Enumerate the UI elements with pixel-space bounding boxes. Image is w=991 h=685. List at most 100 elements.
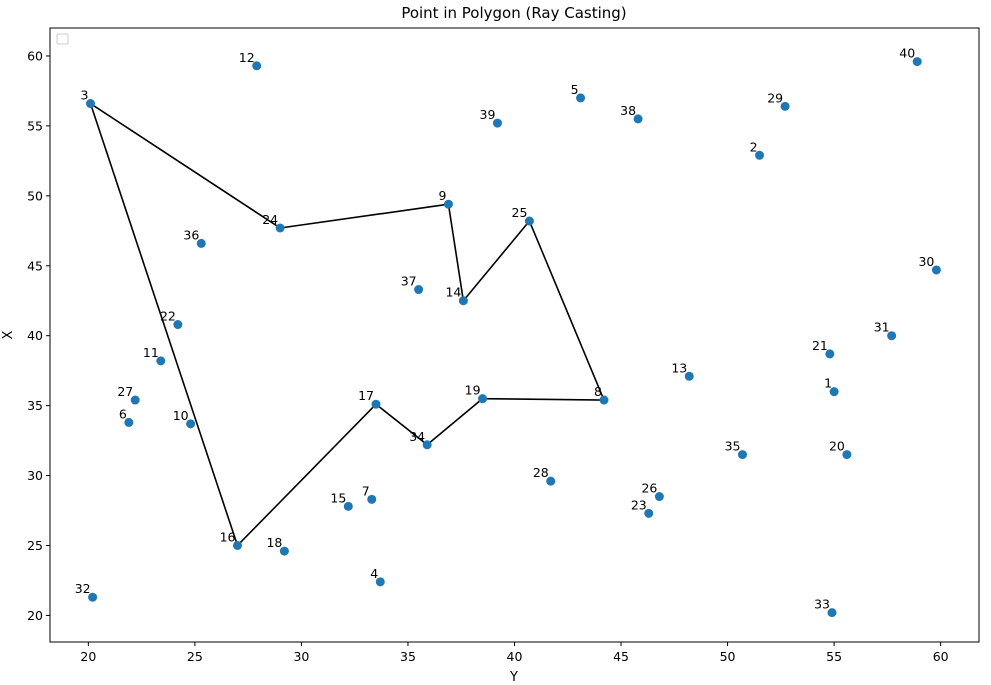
point-label-21: 21 [812,338,828,353]
point-label-18: 18 [266,535,282,550]
plot-frame [49,27,980,643]
point-label-17: 17 [358,388,374,403]
data-point-27 [130,395,140,405]
x-tick-label-20: 20 [80,649,96,664]
data-point-24 [275,223,285,233]
data-point-16 [233,540,243,550]
data-point-22 [173,320,183,330]
data-point-26 [654,492,664,502]
point-label-22: 22 [160,309,176,324]
y-axis-label: X [1,330,16,339]
data-point-9 [443,199,453,209]
x-tick-label-55: 55 [826,649,842,664]
point-label-1: 1 [824,376,832,391]
data-point-39 [492,118,502,128]
point-label-40: 40 [899,46,915,61]
data-point-33 [827,608,837,618]
data-point-40 [912,57,922,67]
data-point-19 [478,394,488,404]
data-point-8 [599,395,609,405]
chart-title: Point in Polygon (Ray Casting) [401,4,626,22]
point-label-16: 16 [220,529,236,544]
data-point-1 [829,387,839,397]
y-axis: 20 25 30 35 40 45 50 55 60 [27,48,50,623]
y-tick-label-40: 40 [27,328,43,343]
polygon-edge-34-17 [375,403,428,446]
point-label-11: 11 [143,345,159,360]
data-point-37 [414,285,424,295]
point-label-29: 29 [767,90,783,105]
point-label-28: 28 [533,465,549,480]
polygon-edge-25-8 [528,220,605,401]
point-label-26: 26 [641,481,657,496]
x-axis: 20 25 30 35 40 45 50 55 60 [80,642,949,664]
y-tick-label-20: 20 [27,608,43,623]
data-point-36 [196,238,206,248]
data-point-3 [85,99,95,109]
y-tick-label-25: 25 [27,538,43,553]
point-label-35: 35 [725,439,741,454]
x-tick-label-25: 25 [187,649,203,664]
data-point-38 [633,114,643,124]
x-tick-label-50: 50 [720,649,736,664]
point-label-31: 31 [874,320,890,335]
polygon-edge-3-24 [90,102,281,229]
data-point-20 [842,450,852,460]
point-label-20: 20 [829,439,845,454]
point-label-34: 34 [409,429,425,444]
data-point-29 [780,101,790,111]
data-point-28 [546,476,556,486]
point-label-6: 6 [119,406,127,421]
data-point-15 [343,501,353,511]
x-tick-label-60: 60 [933,649,949,664]
data-point-30 [931,265,941,275]
point-label-3: 3 [81,88,89,103]
data-point-4 [375,577,385,587]
point-label-10: 10 [173,408,189,423]
polygon-edge-8-19 [482,397,605,401]
data-point-23 [644,508,654,518]
point-label-4: 4 [370,566,378,581]
data-point-35 [737,450,747,460]
data-point-21 [825,349,835,359]
point-label-36: 36 [183,227,199,242]
y-tick-label-30: 30 [27,468,43,483]
x-tick-label-35: 35 [400,649,416,664]
point-label-38: 38 [620,103,636,118]
point-label-13: 13 [671,360,687,375]
point-label-5: 5 [571,82,579,97]
y-tick-label-45: 45 [27,258,43,273]
point-label-39: 39 [480,107,496,122]
point-label-37: 37 [401,274,417,289]
data-point-14 [458,296,468,306]
data-point-7 [367,494,377,504]
point-label-27: 27 [117,384,133,399]
point-label-12: 12 [239,50,255,65]
point-label-15: 15 [330,490,346,505]
data-point-2 [755,150,765,160]
point-label-9: 9 [438,188,446,203]
legend-box [56,33,69,45]
polygon-edge-9-14 [447,204,465,301]
point-label-32: 32 [75,581,91,596]
data-point-18 [279,546,289,556]
polygon-edge-16-3 [89,103,239,546]
point-label-7: 7 [362,483,370,498]
x-tick-label-45: 45 [613,649,629,664]
y-tick-label-60: 60 [27,48,43,63]
polygon-edge-19-34 [426,398,484,446]
data-point-5 [576,93,586,103]
point-label-24: 24 [262,212,278,227]
y-tick-label-55: 55 [27,118,43,133]
point-label-2: 2 [750,139,758,154]
data-point-13 [684,371,694,381]
polygon-edge-14-25 [462,220,531,302]
x-tick-label-40: 40 [507,649,523,664]
point-label-25: 25 [512,205,528,220]
data-point-12 [252,61,262,71]
data-point-10 [186,419,196,429]
point-label-30: 30 [918,254,934,269]
point-label-19: 19 [465,383,481,398]
y-tick-label-35: 35 [27,398,43,413]
